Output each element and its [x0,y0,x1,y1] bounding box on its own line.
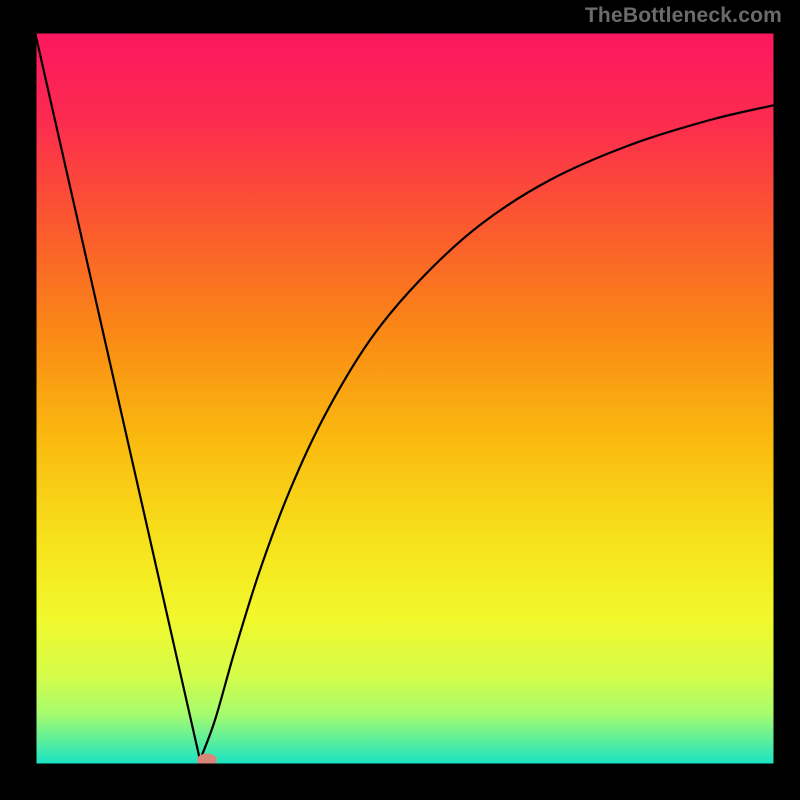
plot-background-gradient [35,32,775,765]
figure-container: TheBottleneck.com [0,0,800,800]
watermark-text: TheBottleneck.com [585,4,782,28]
bottleneck-chart [0,0,800,800]
